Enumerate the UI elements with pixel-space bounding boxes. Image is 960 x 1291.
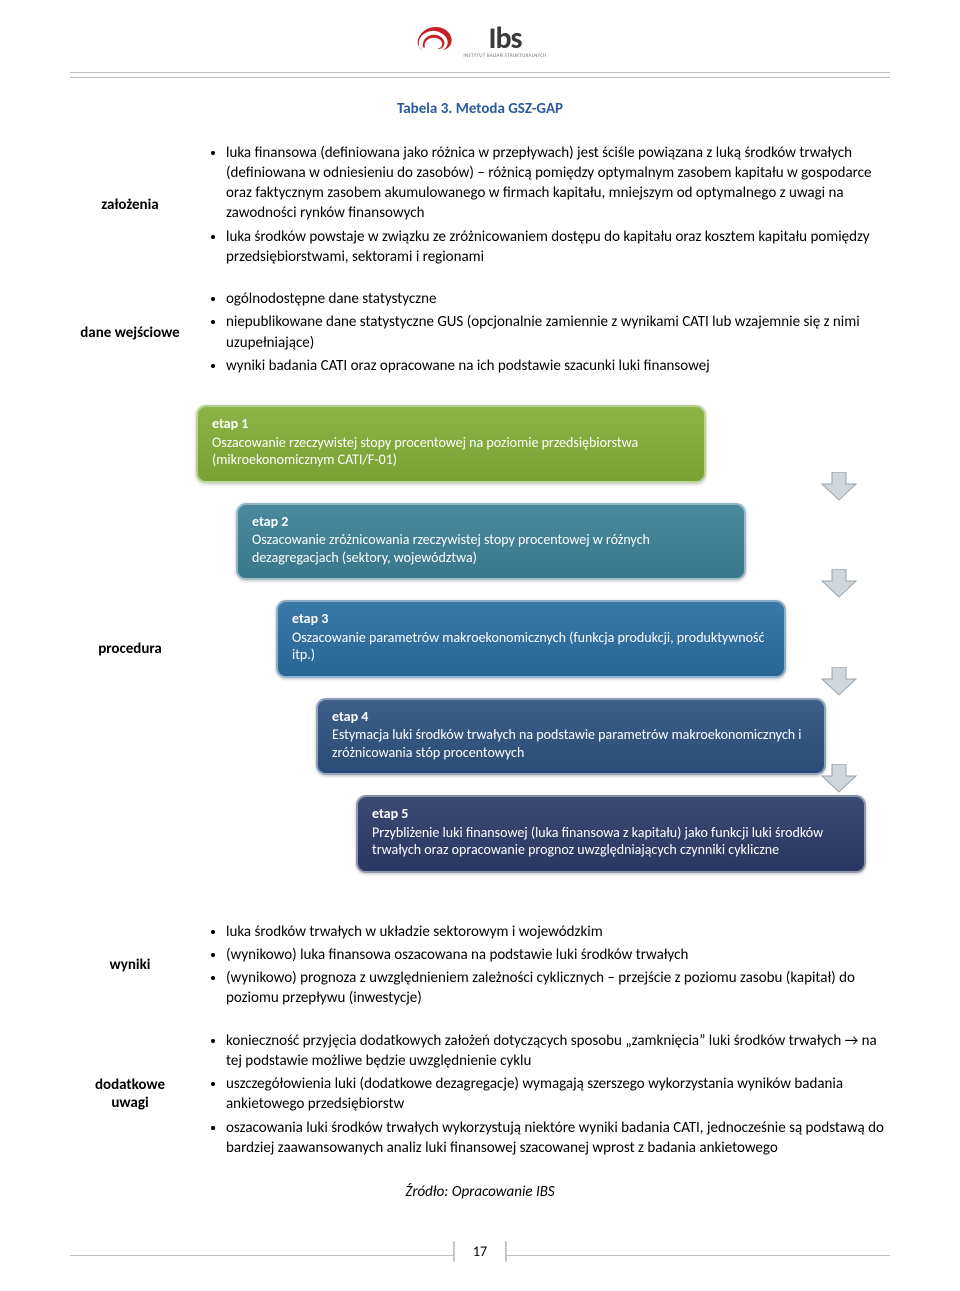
row-label-uwagi: dodatkowe uwagi (70, 1020, 190, 1170)
wyniki-list: luka środków trwałych w układzie sektoro… (196, 922, 884, 1009)
list-item: luka środków powstaje w związku ze zróżn… (226, 227, 884, 268)
row-label-zalozenia: założenia (70, 132, 190, 279)
step-box-4: etap 4Estymacja luki środków trwałych na… (316, 698, 826, 776)
list-item: oszacowania luki środków trwałych wykorz… (226, 1118, 884, 1159)
step-title: etap 1 (212, 415, 690, 433)
step-wrap: etap 3Oszacowanie parametrów makroekonom… (276, 600, 884, 678)
row-label-wyniki: wyniki (70, 911, 190, 1020)
procedure-steps: etap 1Oszacowanie rzeczywistej stopy pro… (196, 395, 884, 903)
list-item: niepublikowane dane statystyczne GUS (op… (226, 312, 884, 353)
list-item: konieczność przyjęcia dodatkowych założe… (226, 1031, 884, 1072)
table-row: dane wejściowe ogólnodostępne dane staty… (70, 278, 890, 387)
list-item: luka finansowa (definiowana jako różnica… (226, 143, 884, 224)
step-box-5: etap 5Przybliżenie luki finansowej (luka… (356, 795, 866, 873)
logo-subtext: INSTYTUT BADAŃ STRUKTURALNYCH (463, 53, 546, 59)
list-item: (wynikowo) luka finansowa oszacowana na … (226, 945, 884, 965)
list-item: ogólnodostępne dane statystyczne (226, 289, 884, 309)
method-table: założenia luka finansowa (definiowana ja… (70, 132, 890, 1170)
step-body: Oszacowanie zróżnicowania rzeczywistej s… (252, 531, 730, 566)
table-row: dodatkowe uwagi konieczność przyjęcia do… (70, 1020, 890, 1170)
step-title: etap 4 (332, 708, 810, 726)
logo-brand-text: Ibs (463, 20, 546, 57)
table-row: założenia luka finansowa (definiowana ja… (70, 132, 890, 279)
step-body: Oszacowanie rzeczywistej stopy procentow… (212, 434, 690, 469)
table-row: procedura etap 1Oszacowanie rzeczywistej… (70, 387, 890, 911)
list-item: uszczegółowienia luki (dodatkowe dezagre… (226, 1074, 884, 1115)
uwagi-list: konieczność przyjęcia dodatkowych założe… (196, 1031, 884, 1159)
step-title: etap 2 (252, 513, 730, 531)
list-item: wyniki badania CATI oraz opracowane na i… (226, 356, 884, 376)
logo: Ibs INSTYTUT BADAŃ STRUKTURALNYCH (413, 20, 546, 59)
chevron-down-icon (820, 569, 858, 604)
step-wrap: etap 2Oszacowanie zróżnicowania rzeczywi… (236, 503, 884, 581)
page-header: Ibs INSTYTUT BADAŃ STRUKTURALNYCH (70, 20, 890, 62)
zalozenia-list: luka finansowa (definiowana jako różnica… (196, 143, 884, 268)
step-wrap: etap 1Oszacowanie rzeczywistej stopy pro… (196, 405, 884, 483)
step-body: Przybliżenie luki finansowej (luka finan… (372, 824, 850, 859)
list-item: luka środków trwałych w układzie sektoro… (226, 922, 884, 942)
step-body: Oszacowanie parametrów makroekonomicznyc… (292, 629, 770, 664)
page-footer: 17 (70, 1241, 890, 1271)
chevron-down-icon (820, 764, 858, 799)
list-item: (wynikowo) prognoza z uwzględnieniem zal… (226, 968, 884, 1009)
step-box-1: etap 1Oszacowanie rzeczywistej stopy pro… (196, 405, 706, 483)
source-text: Źródło: Opracowanie IBS (70, 1183, 890, 1201)
step-wrap: etap 5Przybliżenie luki finansowej (luka… (356, 795, 884, 873)
step-body: Estymacja luki środków trwałych na podst… (332, 726, 810, 761)
step-box-3: etap 3Oszacowanie parametrów makroekonom… (276, 600, 786, 678)
logo-swirl-icon (413, 23, 457, 57)
step-wrap: etap 4Estymacja luki środków trwałych na… (316, 698, 884, 776)
chevron-down-icon (820, 472, 858, 507)
row-label-procedura: procedura (70, 387, 190, 911)
step-title: etap 3 (292, 610, 770, 628)
table-row: wyniki luka środków trwałych w układzie … (70, 911, 890, 1020)
page-number: 17 (453, 1241, 507, 1262)
step-title: etap 5 (372, 805, 850, 823)
dane-list: ogólnodostępne dane statystyczne niepubli… (196, 289, 884, 376)
header-rule-1 (70, 72, 890, 73)
table-title: Tabela 3. Metoda GSZ-GAP (70, 100, 890, 118)
row-label-dane: dane wejściowe (70, 278, 190, 387)
step-box-2: etap 2Oszacowanie zróżnicowania rzeczywi… (236, 503, 746, 581)
header-rule-2 (70, 77, 890, 78)
chevron-down-icon (820, 667, 858, 702)
